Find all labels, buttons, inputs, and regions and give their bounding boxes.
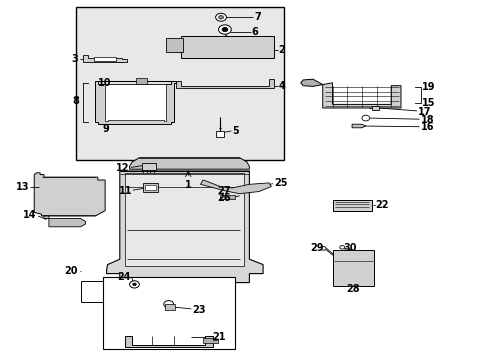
Circle shape <box>218 15 223 19</box>
Text: 3: 3 <box>71 54 78 64</box>
Polygon shape <box>44 216 85 227</box>
Text: 5: 5 <box>232 126 239 136</box>
Text: 11: 11 <box>118 186 132 196</box>
Circle shape <box>339 246 344 249</box>
Text: 18: 18 <box>420 114 433 125</box>
Bar <box>371 106 378 110</box>
Bar <box>142 163 155 170</box>
Circle shape <box>218 25 231 34</box>
Bar <box>145 185 156 190</box>
Text: 19: 19 <box>421 82 434 92</box>
Polygon shape <box>129 158 249 169</box>
Circle shape <box>129 281 139 288</box>
Text: 10: 10 <box>98 78 111 88</box>
Text: 25: 25 <box>273 178 287 188</box>
Bar <box>143 183 158 192</box>
Text: 12: 12 <box>116 163 129 174</box>
Text: 20: 20 <box>64 266 78 276</box>
Polygon shape <box>332 200 371 211</box>
Bar <box>216 131 224 137</box>
Circle shape <box>361 115 369 121</box>
Text: 9: 9 <box>102 124 109 134</box>
Polygon shape <box>351 124 365 128</box>
Text: 7: 7 <box>254 12 261 22</box>
Text: 30: 30 <box>343 243 356 253</box>
Polygon shape <box>300 79 322 86</box>
Circle shape <box>321 247 325 250</box>
Text: 21: 21 <box>212 332 226 342</box>
Text: 24: 24 <box>117 272 131 282</box>
Text: 2: 2 <box>278 45 285 55</box>
Polygon shape <box>220 195 234 199</box>
Polygon shape <box>181 36 273 58</box>
Circle shape <box>163 301 173 308</box>
Polygon shape <box>105 84 166 121</box>
Polygon shape <box>166 38 183 52</box>
Polygon shape <box>124 173 243 266</box>
Polygon shape <box>203 338 217 343</box>
Text: 13: 13 <box>16 182 29 192</box>
Polygon shape <box>34 173 105 216</box>
Text: 1: 1 <box>184 180 191 190</box>
Bar <box>94 57 116 61</box>
Circle shape <box>222 27 227 32</box>
Bar <box>76 7 283 160</box>
Text: 6: 6 <box>251 27 258 37</box>
Text: 23: 23 <box>192 305 205 315</box>
Text: 16: 16 <box>420 122 433 132</box>
Text: 22: 22 <box>375 200 388 210</box>
Text: 14: 14 <box>23 210 37 220</box>
Text: 29: 29 <box>310 243 324 253</box>
Bar <box>165 304 175 310</box>
Polygon shape <box>106 171 263 283</box>
Text: 28: 28 <box>346 284 359 294</box>
Polygon shape <box>176 79 273 88</box>
Bar <box>102 277 234 349</box>
Polygon shape <box>322 83 400 108</box>
Polygon shape <box>95 81 176 124</box>
Bar <box>332 250 373 286</box>
Text: 8: 8 <box>73 96 80 106</box>
Text: 4: 4 <box>278 81 285 91</box>
Circle shape <box>215 13 226 21</box>
Circle shape <box>132 283 136 286</box>
Polygon shape <box>83 55 127 62</box>
Text: 26: 26 <box>217 193 230 203</box>
Bar <box>136 78 146 84</box>
Polygon shape <box>200 180 271 194</box>
Polygon shape <box>124 336 212 347</box>
Text: 27: 27 <box>217 186 230 196</box>
Text: 15: 15 <box>421 98 434 108</box>
Text: 17: 17 <box>417 107 431 117</box>
